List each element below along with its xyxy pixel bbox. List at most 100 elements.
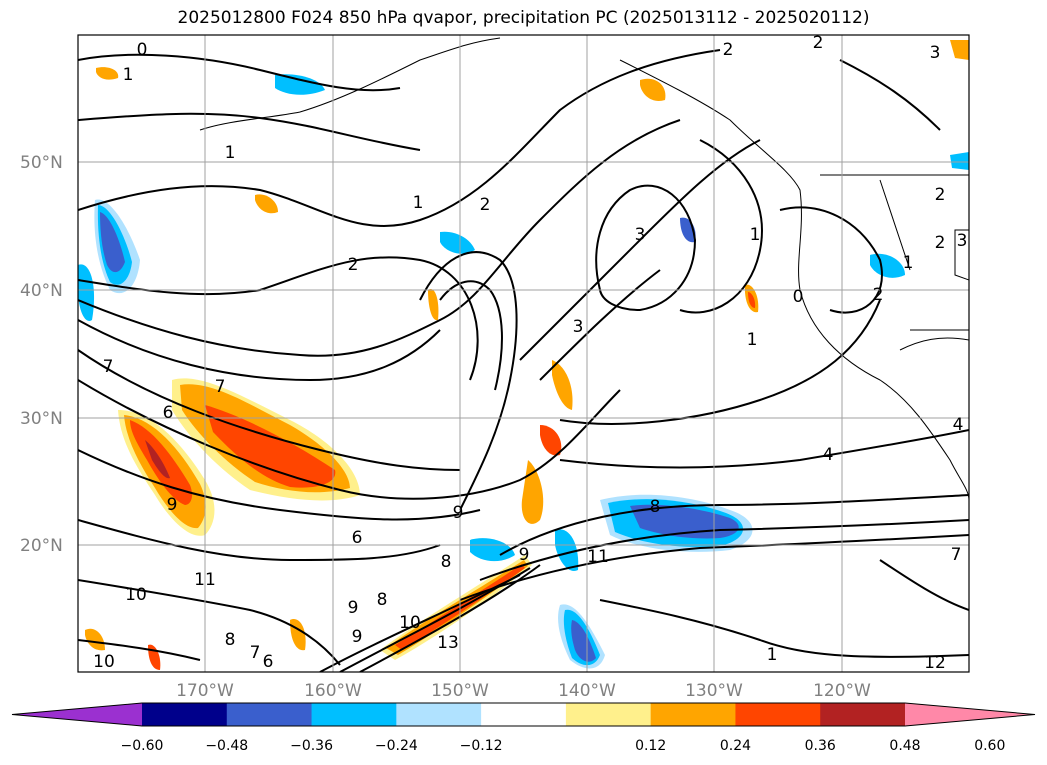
contour-label: 2 <box>348 255 359 275</box>
lon-label: 120°W <box>813 681 871 701</box>
contour-label: 10 <box>93 652 115 672</box>
lon-label: 170°W <box>176 681 234 701</box>
contour-label: 1 <box>413 193 424 213</box>
contour-label: 6 <box>352 528 363 548</box>
negative-anomaly-region <box>275 74 325 95</box>
colorbar-swatch <box>905 703 1035 726</box>
contour-label: 7 <box>951 545 962 565</box>
colorbar-tick-label: −0.24 <box>375 738 418 754</box>
positive-anomaly-region <box>428 289 439 321</box>
lon-label: 160°W <box>304 681 362 701</box>
negative-anomaly-region <box>571 620 596 662</box>
contour-label: 1 <box>747 330 758 350</box>
positive-anomaly-region <box>148 644 161 670</box>
positive-anomaly-region <box>255 194 278 214</box>
colorbar-swatch <box>650 703 736 726</box>
positive-anomaly-region <box>290 619 306 651</box>
contour-label: 13 <box>437 633 459 653</box>
colorbar-tick-label: 0.24 <box>720 738 751 754</box>
contour-label: 2 <box>935 233 946 253</box>
positive-anomaly-region <box>85 628 105 651</box>
contour-label: 1 <box>750 225 761 245</box>
negative-anomaly-region <box>100 212 125 273</box>
contour-label: 2 <box>873 285 884 305</box>
map-title: 2025012800 F024 850 hPa qvapor, precipit… <box>177 8 870 28</box>
colorbar-tick-label: −0.36 <box>290 738 333 754</box>
contour-label: 2 <box>723 40 734 60</box>
contour-label: 3 <box>930 43 941 63</box>
positive-anomaly-region <box>521 460 544 524</box>
contour-label: 11 <box>587 547 609 567</box>
graticule <box>78 35 969 672</box>
contour-label: 7 <box>215 377 226 397</box>
contour-label: 9 <box>519 545 530 565</box>
colorbar-tick-label: −0.12 <box>460 738 503 754</box>
contour-label: 6 <box>163 403 174 423</box>
negative-anomaly-region <box>470 538 515 562</box>
colorbar-tick-label: 0.36 <box>805 738 836 754</box>
contour-label: 8 <box>377 590 388 610</box>
qvapor-contours <box>78 49 969 672</box>
contour-label: 4 <box>823 445 834 465</box>
lat-label: 40°N <box>20 281 63 301</box>
contour-label: 9 <box>167 495 178 515</box>
precip-anomaly-shading <box>78 40 969 670</box>
colorbar-tick-label: 0.60 <box>974 738 1005 754</box>
colorbar-tick-label: 0.48 <box>889 738 920 754</box>
lon-label: 150°W <box>431 681 489 701</box>
colorbar-swatch <box>820 703 906 726</box>
colorbar <box>11 702 1036 727</box>
contour-label: 9 <box>352 627 363 647</box>
latitude-labels: 50°N 40°N 30°N 20°N <box>20 153 63 556</box>
contour-label: 6 <box>263 652 274 672</box>
contour-label: 3 <box>573 317 584 337</box>
colorbar-ticks: −0.60 −0.48 −0.36 −0.24 −0.12 0.12 0.24 0.36 0.4… <box>121 738 1006 754</box>
colorbar-outline <box>11 702 1036 727</box>
positive-anomaly-region <box>640 78 666 101</box>
colorbar-swatch <box>396 703 482 726</box>
negative-anomaly-region <box>950 152 969 170</box>
contour-label: 10 <box>399 613 421 633</box>
contour-label: 3 <box>635 225 646 245</box>
colorbar-swatch <box>481 703 567 726</box>
colorbar-tick-label: −0.60 <box>121 738 164 754</box>
contour-label: 8 <box>441 552 452 572</box>
coastline <box>199 37 969 501</box>
positive-anomaly-region <box>950 40 969 60</box>
positive-anomaly-region <box>748 292 756 308</box>
colorbar-swatch <box>565 703 652 726</box>
colorbar-tick-label: −0.48 <box>205 738 248 754</box>
lat-label: 50°N <box>20 153 63 173</box>
contour-label: 10 <box>125 585 147 605</box>
contour-label: 8 <box>225 630 236 650</box>
colorbar-swatch <box>311 703 397 726</box>
positive-anomaly-region <box>540 425 562 456</box>
map-frame <box>77 34 970 673</box>
negative-anomaly-region <box>555 529 579 571</box>
colorbar-swatch <box>226 703 313 726</box>
contour-label: 0 <box>793 287 804 307</box>
lon-label: 130°W <box>685 681 743 701</box>
contour-label: 2 <box>935 185 946 205</box>
contour-label: 12 <box>924 653 946 673</box>
negative-anomaly-region <box>870 253 905 278</box>
positive-anomaly-region <box>145 440 170 479</box>
longitude-labels: 170°W 160°W 150°W 140°W 130°W 120°W <box>176 681 871 701</box>
contour-label: 11 <box>194 570 216 590</box>
contour-label: 4 <box>953 415 964 435</box>
negative-anomaly-region <box>440 231 475 254</box>
lon-label: 140°W <box>558 681 616 701</box>
contour-label: 7 <box>250 643 261 663</box>
contour-label: 2 <box>813 33 824 53</box>
contour-label: 1 <box>123 65 134 85</box>
contour-label: 3 <box>957 231 968 251</box>
contour-label: 8 <box>650 497 661 517</box>
negative-anomaly-region <box>78 264 95 321</box>
lat-label: 30°N <box>20 409 63 429</box>
contour-label: 2 <box>480 195 491 215</box>
contour-label: 9 <box>453 503 464 523</box>
positive-anomaly-region <box>552 360 573 410</box>
contour-label: 9 <box>348 598 359 618</box>
